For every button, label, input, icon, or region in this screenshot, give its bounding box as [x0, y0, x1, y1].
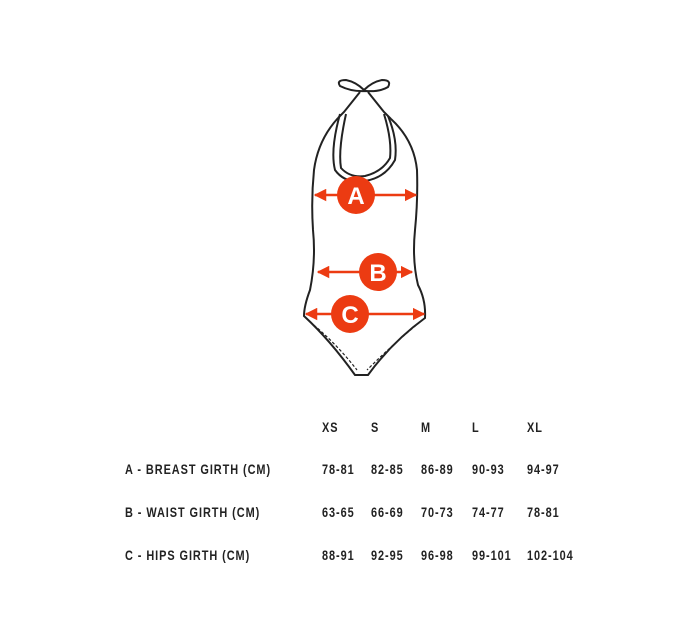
table-cell: 94-97 [527, 461, 560, 477]
size-header-xs: XS [322, 419, 339, 435]
table-cell: 99-101 [472, 547, 512, 563]
table-cell: 86-89 [421, 461, 454, 477]
table-cell: 88-91 [322, 547, 355, 563]
table-cell: 74-77 [472, 504, 505, 520]
table-cell: 78-81 [322, 461, 355, 477]
table-cell: 63-65 [322, 504, 355, 520]
measure-c: C [304, 295, 426, 333]
table-cell: 78-81 [527, 504, 560, 520]
table-cell: 66-69 [371, 504, 404, 520]
row-label-breast: A - BREAST GIRTH (CM) [125, 461, 272, 477]
marker-a-circle [337, 176, 375, 214]
measure-a: A [313, 176, 418, 214]
table-cell: 82-85 [371, 461, 404, 477]
table-cell: 70-73 [421, 504, 454, 520]
size-header-xl: XL [527, 419, 543, 435]
table-cell: 92-95 [371, 547, 404, 563]
row-label-waist: B - WAIST GIRTH (CM) [125, 504, 261, 520]
measure-b: B [316, 253, 414, 291]
size-header-l: L [472, 419, 480, 435]
size-header-s: S [371, 419, 380, 435]
swimsuit-outline [302, 78, 427, 376]
marker-b-label: B [369, 260, 386, 287]
size-header-m: M [421, 419, 432, 435]
table-cell: 102-104 [527, 547, 574, 563]
marker-b-circle [359, 253, 397, 291]
row-label-hips: C - HIPS GIRTH (CM) [125, 547, 251, 563]
marker-c-label: C [341, 302, 358, 329]
marker-c-circle [331, 295, 369, 333]
table-cell: 90-93 [472, 461, 505, 477]
marker-a-label: A [347, 183, 364, 210]
table-cell: 96-98 [421, 547, 454, 563]
